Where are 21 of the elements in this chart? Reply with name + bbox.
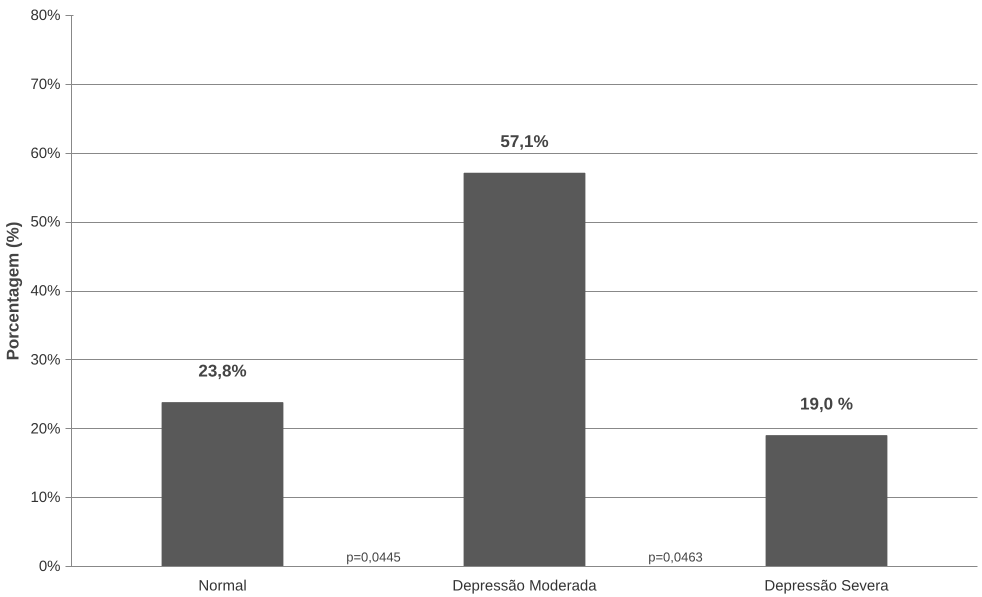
data-label: 23,8% [198,362,247,381]
annotation: p=0,0445 [346,550,401,564]
y-tick-label: 40% [30,282,61,300]
bar [162,402,284,566]
y-tick-label: 50% [30,214,61,231]
y-tick-label: 70% [30,76,61,93]
x-tick-label: Depressão Moderada [452,578,598,594]
y-tick-label: 0% [38,558,61,575]
y-tick-label: 10% [30,489,61,506]
x-tick-label: Depressão Severa [764,578,890,594]
bar [464,172,586,566]
y-tick-label: 30% [30,351,61,368]
x-tick-label: Normal [198,578,247,594]
bar [766,435,888,566]
annotation: p=0,0463 [648,550,703,564]
y-tick-label: 80% [30,7,61,24]
y-tick-label: 20% [30,420,61,438]
y-axis-title: Porcentagem (%) [3,222,22,360]
data-label: 57,1% [500,132,549,152]
y-tick-label: 60% [30,144,61,162]
data-label: 19,0 % [800,394,853,414]
